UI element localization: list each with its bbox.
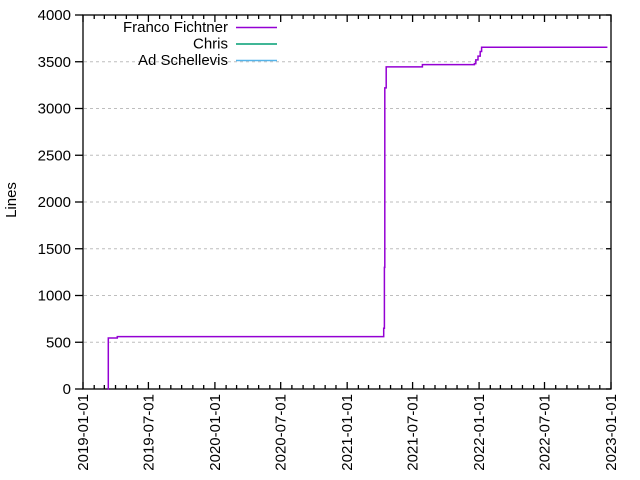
legend-label-franco-fichtner: Franco Fichtner [123, 19, 228, 36]
x-tick-label: 2020-07-01 [273, 394, 290, 471]
x-tick-label: 2023-01-01 [603, 394, 620, 471]
legend-entry-franco-fichtner: Franco Fichtner [123, 19, 277, 36]
legend-entry-ad-schellevis: Ad Schellevis [138, 52, 277, 69]
y-tick-label: 1500 [38, 241, 71, 258]
legend-label-ad-schellevis: Ad Schellevis [138, 52, 228, 69]
x-tick-label: 2019-07-01 [140, 394, 157, 471]
y-axis-title: Lines [3, 182, 20, 218]
y-tick-label: 3000 [38, 101, 71, 118]
y-tick-label: 3500 [38, 54, 71, 71]
x-tick-label: 2020-01-01 [207, 394, 224, 471]
x-tick-label: 2022-07-01 [537, 394, 554, 471]
x-tick-label: 2021-07-01 [405, 394, 422, 471]
series-line-franco-fichtner [107, 46, 608, 390]
x-tick-label: 2021-01-01 [339, 394, 356, 471]
legend-label-chris: Chris [193, 36, 228, 53]
x-tick-label: 2022-01-01 [471, 394, 488, 471]
y-tick-label: 500 [46, 334, 71, 351]
y-tick-label: 4000 [38, 7, 71, 24]
y-tick-label: 2500 [38, 147, 71, 164]
y-tick-label: 0 [63, 381, 71, 398]
x-tick-label: 2019-01-01 [75, 394, 92, 471]
legend-entry-chris: Chris [193, 36, 277, 53]
y-tick-label: 1000 [38, 288, 71, 305]
y-tick-label: 2000 [38, 194, 71, 211]
